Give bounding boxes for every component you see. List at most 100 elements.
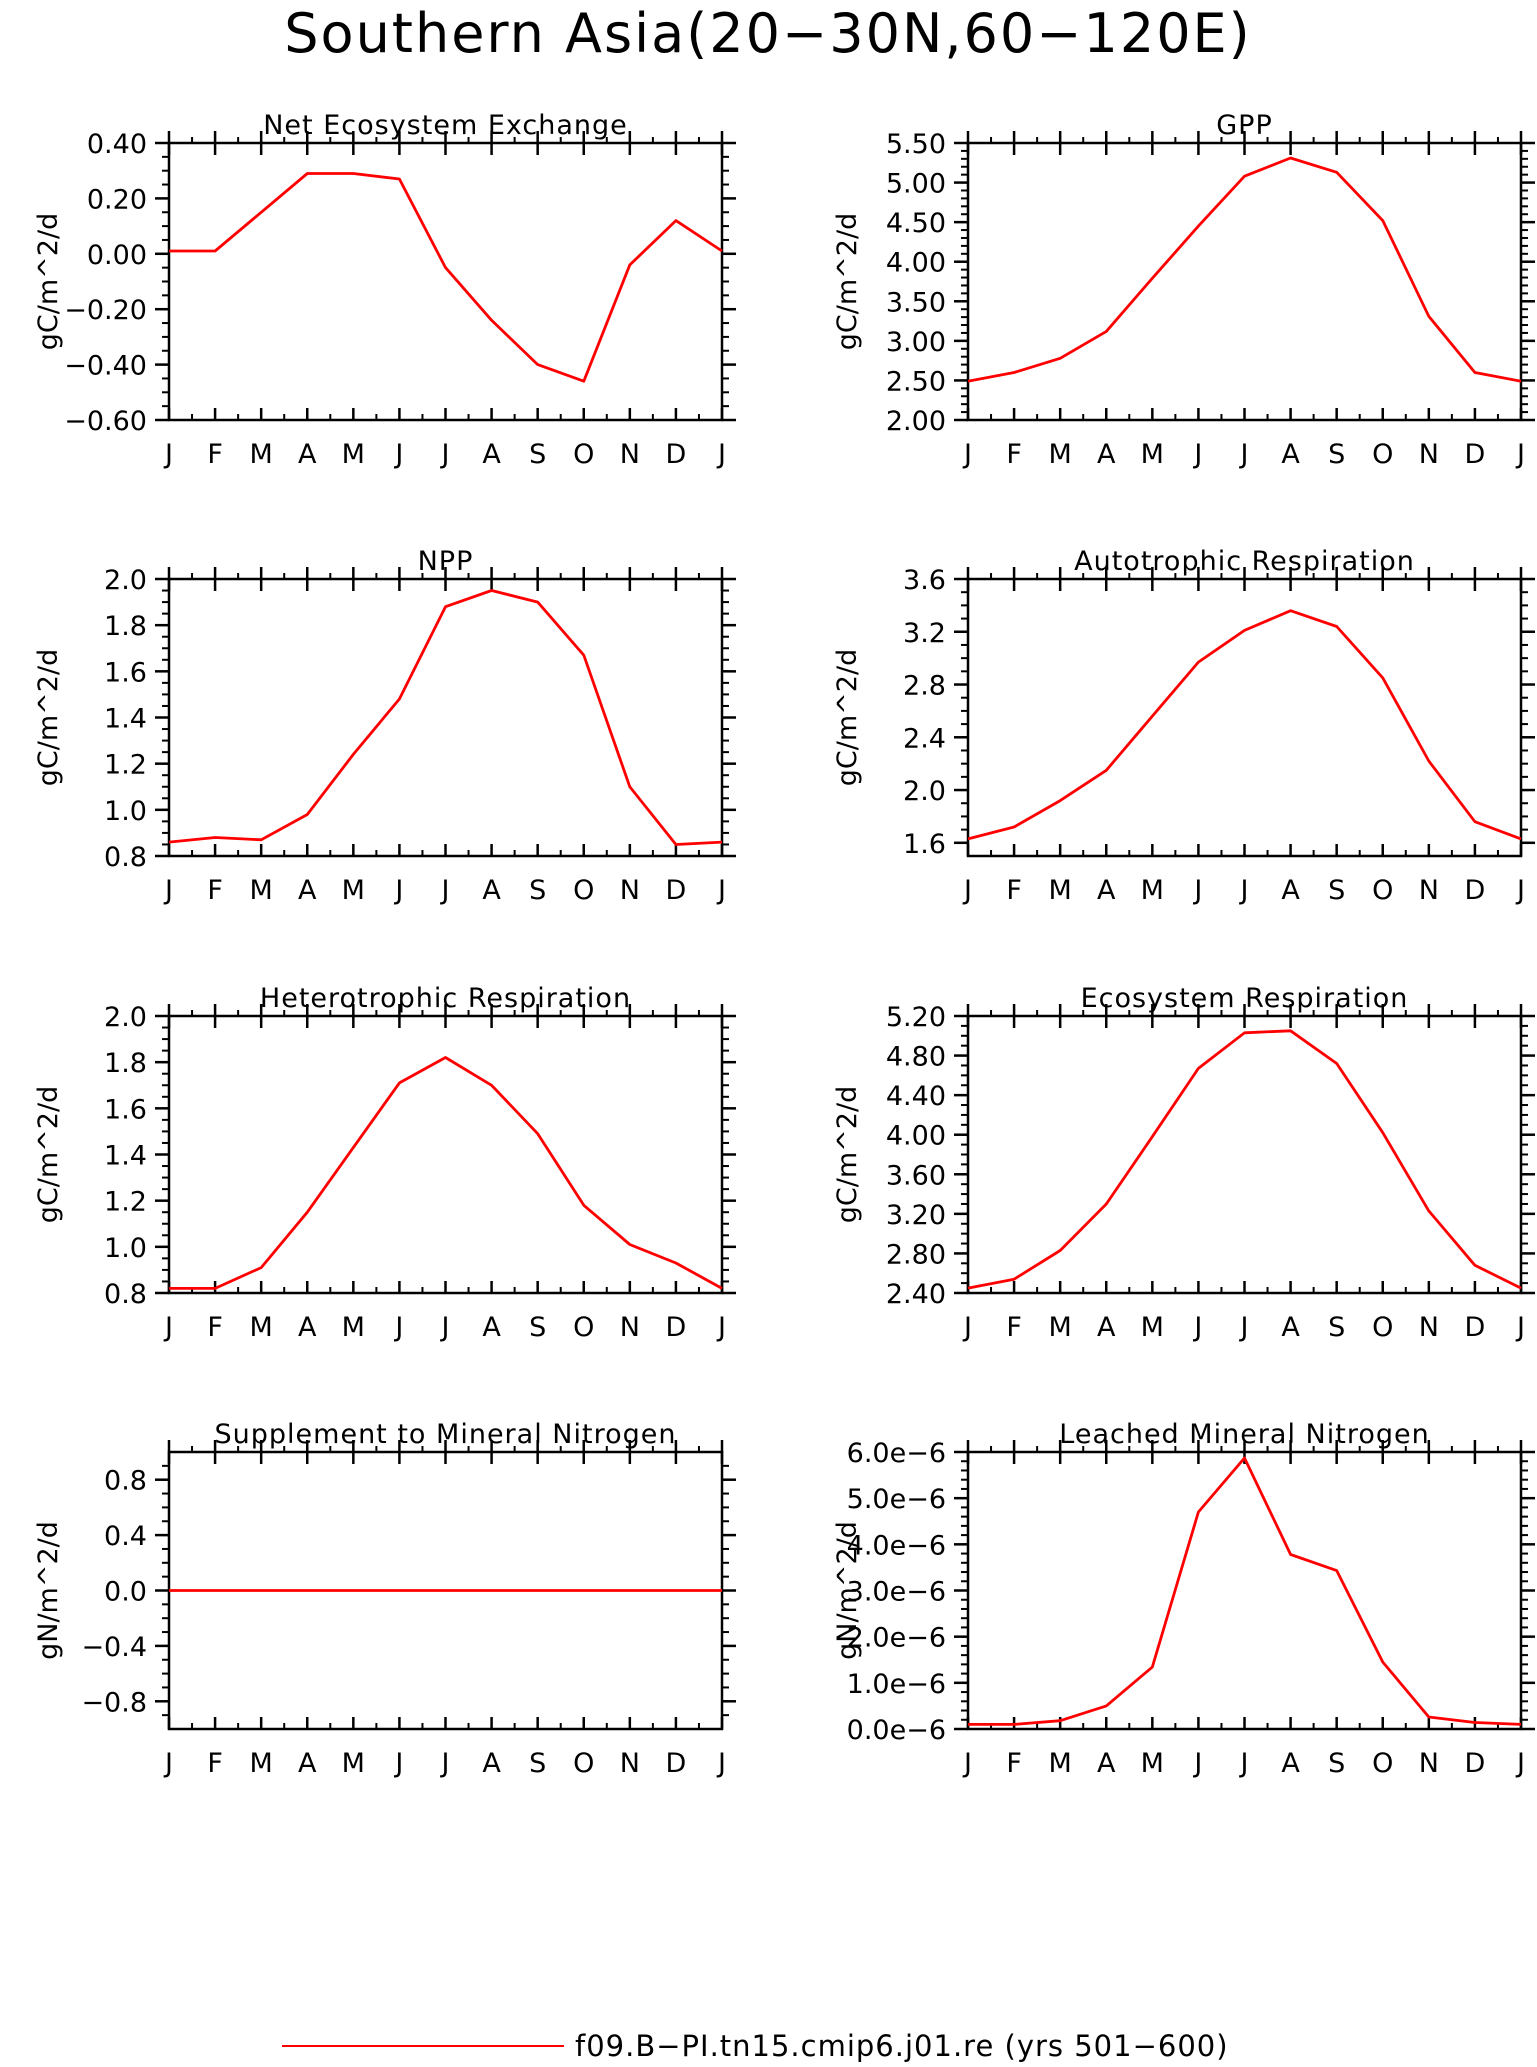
x-tick-label: J xyxy=(1515,439,1525,470)
x-tick-label: M xyxy=(1049,439,1072,470)
x-tick-label: J xyxy=(440,1748,450,1779)
x-tick-label: D xyxy=(1465,439,1486,470)
x-tick-label: J xyxy=(1239,439,1249,470)
y-axis-label: gN/m^2/d xyxy=(832,1521,863,1660)
x-tick-label: J xyxy=(440,1312,450,1343)
y-tick-label: 5.20 xyxy=(886,1002,946,1033)
y-tick-label: 1.2 xyxy=(104,1187,147,1218)
x-tick-label: A xyxy=(298,875,317,906)
x-tick-label: O xyxy=(573,1748,594,1779)
x-tick-label: A xyxy=(1281,875,1300,906)
x-tick-label: F xyxy=(1006,439,1022,470)
x-tick-label: S xyxy=(1328,1312,1345,1343)
y-axis-label: gC/m^2/d xyxy=(832,213,863,350)
x-tick-label: O xyxy=(573,1312,594,1343)
x-tick-label: N xyxy=(620,1748,640,1779)
y-tick-label: 4.0e−6 xyxy=(847,1530,946,1561)
y-tick-label: 1.0 xyxy=(104,796,147,827)
y-axis-label: gN/m^2/d xyxy=(33,1521,64,1660)
x-tick-label: N xyxy=(620,439,640,470)
x-tick-label: S xyxy=(1328,875,1345,906)
y-tick-label: 0.0 xyxy=(104,1577,147,1608)
y-tick-label: 5.50 xyxy=(886,129,946,160)
x-tick-label: M xyxy=(1141,1312,1164,1343)
x-tick-label: A xyxy=(1097,439,1116,470)
y-tick-label: 3.60 xyxy=(886,1160,946,1191)
x-tick-label: J xyxy=(962,875,972,906)
plot-frame xyxy=(966,1014,1523,1295)
x-tick-label: J xyxy=(1192,1748,1202,1779)
series-line xyxy=(967,156,1522,383)
y-tick-label: −0.8 xyxy=(81,1687,147,1718)
legend: f09.B−PI.tn15.cmip6.j01.re (yrs 501−600) xyxy=(282,2029,1229,2063)
x-tick-label: J xyxy=(1239,1312,1249,1343)
x-tick-label: J xyxy=(1515,875,1525,906)
x-tick-label: J xyxy=(1192,439,1202,470)
y-tick-label: 0.0e−6 xyxy=(847,1715,946,1746)
series-line xyxy=(169,172,723,383)
x-tick-label: M xyxy=(342,875,365,906)
y-tick-label: 1.0 xyxy=(104,1233,147,1264)
x-tick-label: D xyxy=(666,1312,687,1343)
x-tick-label: O xyxy=(1372,1312,1393,1343)
y-tick-label: 2.4 xyxy=(903,723,946,754)
x-tick-label: J xyxy=(962,1748,972,1779)
y-tick-label: 4.00 xyxy=(886,248,946,279)
x-tick-label: F xyxy=(207,1312,223,1343)
series-line xyxy=(967,609,1522,841)
y-tick-label: −0.20 xyxy=(64,295,147,326)
x-tick-label: M xyxy=(250,439,273,470)
x-tick-label: J xyxy=(393,1748,403,1779)
y-tick-label: −0.60 xyxy=(64,406,147,437)
x-tick-label: D xyxy=(1465,1312,1486,1343)
plot-frame xyxy=(966,577,1523,858)
x-tick-label: J xyxy=(393,439,403,470)
y-tick-label: 2.8 xyxy=(903,671,946,702)
y-tick-label: 0.00 xyxy=(87,240,147,271)
y-axis-label: gC/m^2/d xyxy=(33,213,64,350)
x-tick-label: J xyxy=(163,1312,173,1343)
legend-label: f09.B−PI.tn15.cmip6.j01.re (yrs 501−600) xyxy=(575,2029,1229,2063)
x-tick-label: A xyxy=(1097,1748,1116,1779)
x-tick-label: O xyxy=(1372,439,1393,470)
x-tick-label: A xyxy=(1097,1312,1116,1343)
plot-frame xyxy=(167,577,724,858)
y-tick-label: 4.80 xyxy=(886,1042,946,1073)
y-tick-label: 0.40 xyxy=(87,129,147,160)
x-tick-label: M xyxy=(342,1748,365,1779)
y-tick-label: 1.2 xyxy=(104,750,147,781)
page-title: Southern Asia(20−30N,60−120E) xyxy=(284,2,1251,65)
y-tick-label: 2.0 xyxy=(104,565,147,596)
x-tick-label: M xyxy=(250,1748,273,1779)
x-tick-label: F xyxy=(207,439,223,470)
plot-frame xyxy=(167,141,724,422)
y-tick-label: 3.6 xyxy=(903,565,946,596)
x-tick-label: J xyxy=(393,1312,403,1343)
x-tick-label: D xyxy=(666,875,687,906)
y-tick-label: −0.40 xyxy=(64,351,147,382)
x-tick-label: M xyxy=(1049,1748,1072,1779)
x-tick-label: J xyxy=(1192,1312,1202,1343)
x-tick-label: J xyxy=(716,1312,726,1343)
x-tick-label: M xyxy=(342,439,365,470)
y-tick-label: 5.0e−6 xyxy=(847,1484,946,1515)
x-tick-label: A xyxy=(482,875,501,906)
x-tick-label: J xyxy=(716,875,726,906)
x-tick-label: S xyxy=(529,875,546,906)
y-tick-label: 3.00 xyxy=(886,327,946,358)
x-tick-label: J xyxy=(716,1748,726,1779)
x-tick-label: A xyxy=(1281,1312,1300,1343)
x-tick-label: A xyxy=(298,1748,317,1779)
y-axis-label: gC/m^2/d xyxy=(33,649,64,786)
x-tick-label: A xyxy=(482,439,501,470)
x-tick-label: J xyxy=(440,875,450,906)
x-tick-label: S xyxy=(529,439,546,470)
x-tick-label: M xyxy=(1049,875,1072,906)
series-line xyxy=(168,589,723,846)
x-tick-label: S xyxy=(1328,1748,1345,1779)
x-tick-label: A xyxy=(298,1312,317,1343)
x-tick-label: N xyxy=(1419,439,1439,470)
x-tick-label: M xyxy=(1141,1748,1164,1779)
